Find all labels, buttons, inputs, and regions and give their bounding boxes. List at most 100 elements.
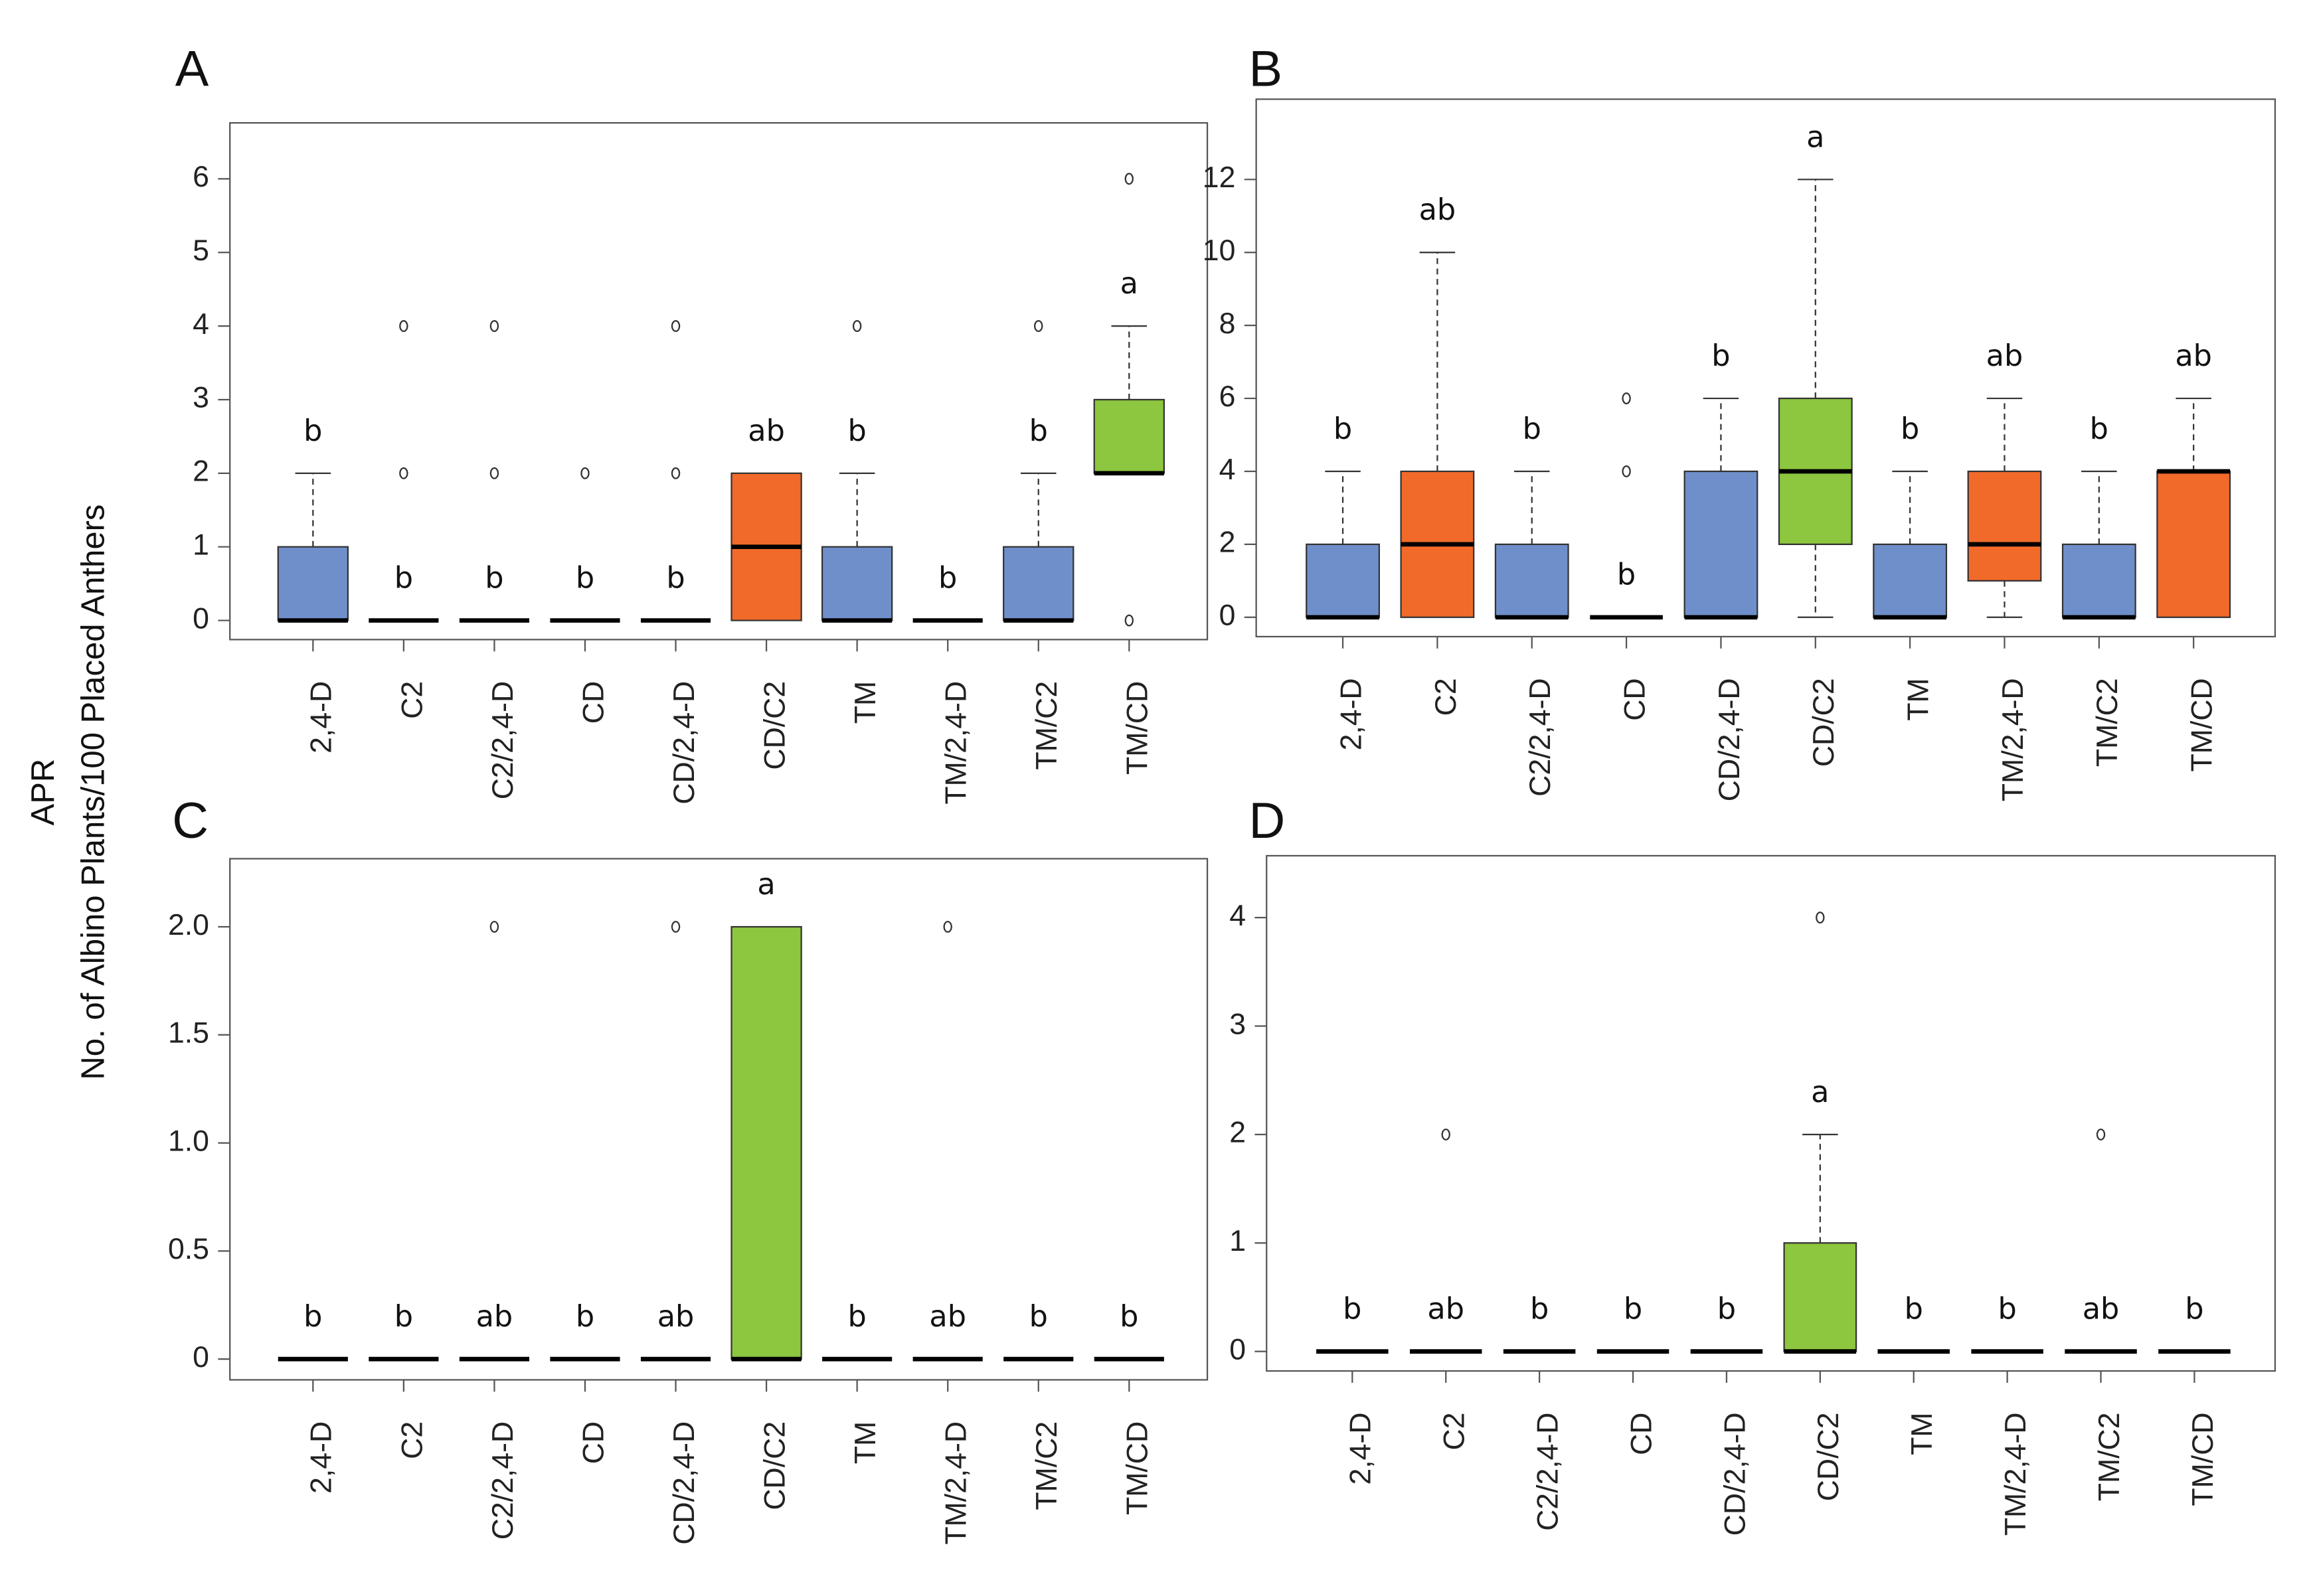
x-tick-label: C2 [396,1421,428,1459]
x-tick-label: CD/C2 [758,1421,791,1510]
panel-label: D [1248,793,1285,849]
outlier [1816,912,1825,924]
significance-letter: b [847,1299,866,1334]
y-tick-label: 2 [1229,1117,1246,1149]
significance-letter: a [1120,266,1138,301]
x-tick-label: 2,4-D [1335,678,1367,750]
significance-letter: b [2090,412,2108,446]
y-tick-label: 3 [193,382,209,414]
y-axis-label: APR [25,759,61,826]
outlier [671,320,681,333]
x-tick-label: TM/2,4-D [940,1421,973,1545]
x-tick-label: CD/2,4-D [668,681,701,805]
x-tick-label: 2,4-D [305,1421,338,1494]
x-tick-label: TM/CD [1122,1421,1154,1515]
plot-frame [229,858,1209,1381]
significance-letter: b [1617,558,1636,592]
y-tick-label: 4 [1219,453,1236,486]
x-tick-label: 2,4-D [305,681,338,754]
y-tick-label: 0 [193,1341,209,1374]
x-tick-label: TM/2,4-D [1997,678,2029,801]
x-tick-label: 2,4-D [1345,1412,1377,1484]
significance-letter: b [1905,1292,1923,1326]
significance-letter: b [576,560,594,595]
y-tick-label: 3 [1229,1008,1246,1040]
outlier [852,320,862,333]
significance-letter: b [576,1299,594,1334]
plot-frame [1266,854,2276,1372]
outlier [580,467,590,479]
x-tick-label: TM/CD [2187,1412,2219,1506]
significance-letter: ab [1419,193,1456,227]
x-tick-label: CD/C2 [758,681,791,770]
panel: B0246810122,4-DbC2abC2/2,4-DbCDbCD/2,4-D… [1203,40,2276,801]
outlier [943,921,952,933]
y-tick-label: 0 [193,602,209,635]
box [1494,543,1569,618]
significance-letter: b [666,560,685,595]
plot-frame [1255,98,2276,638]
outlier [1622,392,1631,404]
outlier [1622,465,1631,477]
x-tick-label: CD [577,681,610,724]
x-tick-label: CD [577,1421,610,1464]
panel: C00.51.01.52.02,4-DbC2bC2/2,4-DabCDbCD/2… [168,793,1209,1545]
panel-label: C [172,793,209,849]
x-tick-label: C2/2,4-D [487,681,519,799]
y-tick-label: 1.5 [168,1017,209,1050]
significance-letter: b [938,560,957,595]
x-tick-label: CD [1625,1412,1658,1455]
y-tick-label: 12 [1203,161,1236,194]
outlier [1441,1128,1450,1141]
x-tick-label: TM/C2 [1031,681,1063,770]
outlier [671,921,681,933]
significance-letter: b [485,560,503,595]
x-tick-label: C2 [396,681,428,719]
y-tick-label: 2 [1219,526,1236,559]
significance-letter: ab [929,1299,966,1334]
significance-letter: b [1901,412,1919,446]
significance-letter: ab [2175,339,2212,373]
outlier [489,921,499,933]
significance-letter: b [1530,1292,1549,1326]
significance-letter: b [1624,1292,1642,1326]
x-tick-label: CD/C2 [1808,678,1840,767]
outlier [1124,614,1134,627]
x-tick-label: CD/2,4-D [668,1421,701,1545]
significance-letter: b [1120,1299,1138,1334]
significance-letter: b [2185,1292,2203,1326]
x-tick-label: TM [849,1421,882,1464]
significance-letter: ab [2083,1292,2120,1326]
x-tick-label: TM/CD [1122,681,1154,775]
x-tick-label: TM/2,4-D [2000,1412,2032,1536]
y-tick-label: 6 [1219,380,1236,413]
box [1306,543,1380,618]
panel: A 0 1 2 3 4 5 6 2,4-D b C2 b C2/2,4-D b CD b CD/2,4-D b CD… [175,40,1209,805]
significance-letter: b [1711,339,1730,373]
box [821,546,893,621]
x-tick-label: TM/2,4-D [940,681,973,805]
box [1003,546,1074,621]
outlier [2096,1128,2106,1141]
outlier [399,467,408,479]
box [2156,470,2231,618]
significance-letter: ab [657,1299,695,1334]
box [730,925,802,1360]
significance-letter: b [303,414,322,448]
x-tick-label: TM [1906,1412,1938,1455]
significance-letter: b [1717,1292,1736,1326]
significance-letter: b [1029,1299,1048,1334]
panel-label: A [175,40,209,97]
panel: D012342,4-DbC2abC2/2,4-DbCDbCD/2,4-DbCD/… [1229,793,2276,1536]
significance-letter: b [847,414,866,448]
significance-letter: ab [476,1299,513,1334]
x-tick-label: TM/C2 [2091,678,2124,767]
significance-letter: b [394,1299,413,1334]
significance-letter: a [757,867,775,902]
x-tick-label: C2/2,4-D [1532,1412,1565,1530]
significance-letter: b [1029,414,1048,448]
significance-letter: a [1806,120,1824,154]
outlier [399,320,408,333]
y-tick-label: 1 [193,528,209,561]
